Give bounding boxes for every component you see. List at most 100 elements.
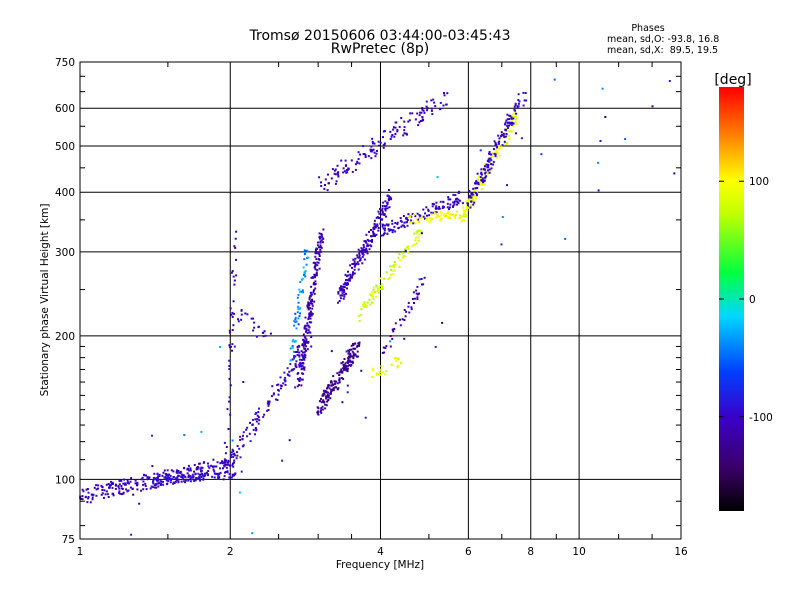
- data-point: [392, 266, 395, 269]
- data-point: [510, 117, 513, 120]
- data-point: [86, 488, 89, 490]
- data-point: [383, 130, 386, 133]
- data-point: [344, 281, 347, 284]
- data-point: [321, 405, 324, 408]
- data-point: [483, 165, 486, 168]
- data-point: [158, 475, 161, 477]
- data-point: [394, 126, 397, 129]
- data-point: [304, 343, 306, 346]
- data-point: [601, 87, 604, 90]
- data-point: [435, 205, 438, 208]
- data-point: [240, 309, 243, 312]
- data-point: [463, 211, 466, 214]
- data-point: [246, 426, 249, 429]
- data-point: [241, 438, 244, 441]
- data-point: [277, 393, 280, 396]
- data-point: [479, 176, 482, 179]
- data-point: [439, 107, 442, 110]
- data-point: [294, 312, 297, 315]
- data-point: [235, 258, 237, 261]
- data-point: [298, 379, 301, 382]
- data-point: [303, 342, 306, 345]
- data-point: [370, 157, 373, 160]
- data-point: [314, 248, 317, 251]
- data-point: [305, 339, 308, 342]
- data-point: [158, 473, 161, 476]
- colorbar-tick-label: 100: [749, 176, 769, 188]
- data-point: [227, 460, 230, 463]
- data-point: [340, 159, 343, 162]
- data-point: [413, 232, 416, 235]
- data-point: [263, 330, 266, 333]
- data-point: [508, 114, 511, 117]
- data-point: [516, 105, 519, 108]
- data-point: [262, 331, 265, 334]
- data-point: [347, 358, 350, 361]
- data-point: [452, 205, 454, 208]
- data-point: [302, 266, 305, 269]
- data-point: [158, 481, 161, 484]
- data-point: [142, 488, 145, 491]
- data-point: [316, 411, 319, 414]
- data-point: [458, 214, 461, 217]
- data-point: [101, 485, 104, 488]
- data-point: [425, 217, 428, 220]
- data-point: [416, 296, 419, 299]
- data-point: [396, 130, 399, 133]
- data-point: [270, 395, 273, 398]
- data-point: [308, 298, 311, 301]
- data-point: [347, 168, 350, 170]
- data-point: [402, 215, 405, 217]
- data-points: [79, 78, 676, 536]
- data-point: [299, 312, 302, 315]
- data-point: [279, 376, 282, 379]
- data-point: [375, 233, 378, 236]
- data-point: [360, 314, 363, 317]
- data-point: [95, 494, 98, 497]
- data-point: [299, 362, 302, 365]
- data-point: [449, 213, 452, 215]
- data-point: [389, 345, 392, 348]
- data-point: [411, 298, 414, 300]
- data-point: [435, 211, 438, 214]
- data-point: [394, 222, 397, 224]
- data-point: [506, 125, 509, 128]
- data-point: [309, 301, 312, 304]
- data-point: [315, 271, 318, 274]
- data-point: [384, 224, 386, 227]
- data-point: [377, 373, 380, 376]
- data-point: [382, 234, 385, 237]
- data-point: [371, 295, 374, 298]
- data-point: [320, 185, 323, 187]
- data-point: [337, 175, 340, 178]
- data-point: [385, 345, 388, 348]
- data-point: [237, 320, 240, 323]
- data-point: [337, 292, 340, 295]
- data-point: [363, 305, 366, 308]
- data-point: [313, 281, 315, 284]
- data-point: [418, 121, 421, 124]
- data-point: [354, 163, 357, 166]
- data-point: [390, 363, 393, 366]
- data-point: [469, 196, 472, 199]
- data-point: [489, 169, 492, 172]
- data-point: [351, 170, 354, 173]
- data-point: [232, 300, 235, 303]
- data-point: [81, 488, 84, 491]
- data-point: [427, 208, 430, 211]
- data-point: [407, 120, 410, 123]
- data-point: [490, 153, 493, 156]
- data-point: [371, 140, 374, 143]
- data-point: [352, 258, 355, 261]
- data-point: [504, 123, 506, 126]
- data-point: [257, 422, 260, 425]
- data-point: [229, 413, 232, 416]
- data-point: [358, 256, 361, 259]
- data-point: [407, 247, 410, 250]
- data-point: [164, 477, 167, 480]
- data-point: [312, 291, 315, 294]
- data-point: [382, 201, 385, 204]
- data-point: [417, 220, 420, 223]
- data-point: [340, 362, 343, 365]
